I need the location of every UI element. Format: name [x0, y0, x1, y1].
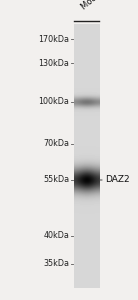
- Text: 170kDa: 170kDa: [38, 34, 69, 43]
- Text: 40kDa: 40kDa: [43, 231, 69, 240]
- Text: 55kDa: 55kDa: [43, 176, 69, 184]
- Bar: [74, 24, 99, 288]
- Text: 35kDa: 35kDa: [43, 260, 69, 268]
- Text: 70kDa: 70kDa: [43, 140, 69, 148]
- Text: DAZ2: DAZ2: [99, 176, 129, 184]
- Text: Mouse testis: Mouse testis: [80, 0, 126, 12]
- Text: 100kDa: 100kDa: [38, 98, 69, 106]
- Text: 130kDa: 130kDa: [38, 58, 69, 68]
